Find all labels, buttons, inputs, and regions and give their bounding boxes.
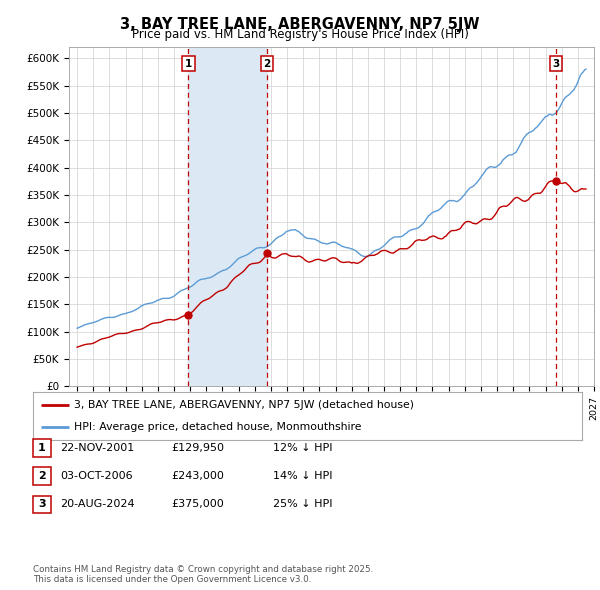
Text: HPI: Average price, detached house, Monmouthshire: HPI: Average price, detached house, Monm… <box>74 422 362 432</box>
Bar <box>188 47 267 386</box>
Text: 25% ↓ HPI: 25% ↓ HPI <box>273 500 332 509</box>
Text: £129,950: £129,950 <box>171 443 224 453</box>
Text: 2: 2 <box>263 58 271 68</box>
Text: 22-NOV-2001: 22-NOV-2001 <box>60 443 134 453</box>
Text: £375,000: £375,000 <box>171 500 224 509</box>
Text: 3: 3 <box>552 58 559 68</box>
Text: Price paid vs. HM Land Registry's House Price Index (HPI): Price paid vs. HM Land Registry's House … <box>131 28 469 41</box>
Text: £243,000: £243,000 <box>171 471 224 481</box>
Text: 12% ↓ HPI: 12% ↓ HPI <box>273 443 332 453</box>
Text: 2: 2 <box>38 471 46 481</box>
Text: 03-OCT-2006: 03-OCT-2006 <box>60 471 133 481</box>
Text: 20-AUG-2024: 20-AUG-2024 <box>60 500 134 509</box>
Text: 14% ↓ HPI: 14% ↓ HPI <box>273 471 332 481</box>
Text: 1: 1 <box>38 443 46 453</box>
Text: 3, BAY TREE LANE, ABERGAVENNY, NP7 5JW (detached house): 3, BAY TREE LANE, ABERGAVENNY, NP7 5JW (… <box>74 400 414 410</box>
Text: 1: 1 <box>185 58 192 68</box>
Text: 3: 3 <box>38 500 46 509</box>
Text: 3, BAY TREE LANE, ABERGAVENNY, NP7 5JW: 3, BAY TREE LANE, ABERGAVENNY, NP7 5JW <box>120 17 480 31</box>
Text: Contains HM Land Registry data © Crown copyright and database right 2025.
This d: Contains HM Land Registry data © Crown c… <box>33 565 373 584</box>
